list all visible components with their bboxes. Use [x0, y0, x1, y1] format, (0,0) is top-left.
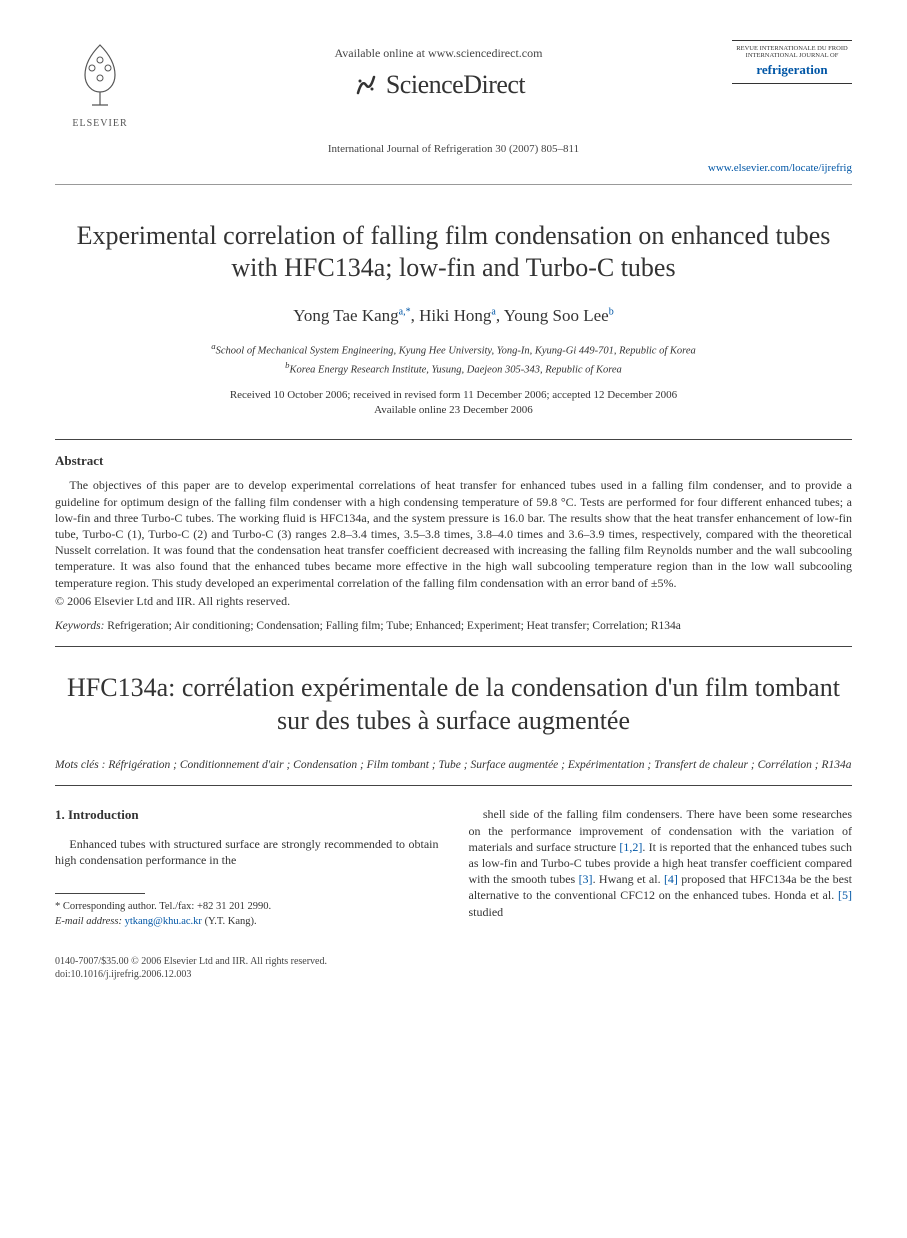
- center-header: Available online at www.sciencedirect.co…: [145, 40, 732, 102]
- author-3-sup: b: [609, 306, 614, 317]
- article-title: Experimental correlation of falling film…: [75, 220, 832, 285]
- intro-col2-p1: shell side of the falling film condenser…: [469, 806, 853, 919]
- dates-online: Available online 23 December 2006: [374, 404, 533, 416]
- elsevier-tree-icon: [70, 40, 130, 110]
- publisher-name: ELSEVIER: [55, 117, 145, 131]
- column-right: shell side of the falling film condenser…: [469, 806, 853, 980]
- footnote-email-link[interactable]: ytkang@khu.ac.kr: [125, 916, 202, 927]
- page-header: ELSEVIER Available online at www.science…: [55, 40, 852, 130]
- footer-line2: doi:10.1016/j.ijrefrig.2006.12.003: [55, 968, 439, 981]
- abstract-heading: Abstract: [55, 452, 852, 470]
- author-1-sup: a,*: [399, 306, 411, 317]
- platform-row: ScienceDirect: [145, 67, 732, 102]
- platform-name: ScienceDirect: [386, 67, 525, 102]
- keywords-divider: [55, 646, 852, 647]
- keywords-line: Keywords: Refrigeration; Air conditionin…: [55, 619, 852, 635]
- col2-mid2: . Hwang et al.: [593, 872, 664, 886]
- keywords-text: Refrigeration; Air conditioning; Condens…: [104, 620, 681, 632]
- sciencedirect-icon: [352, 71, 380, 99]
- footnote-email-person: (Y.T. Kang).: [202, 916, 257, 927]
- mots-cles-text: Réfrigération ; Conditionnement d'air ; …: [105, 759, 851, 771]
- article-dates: Received 10 October 2006; received in re…: [55, 388, 852, 419]
- footnote-email-label: E-mail address:: [55, 916, 122, 927]
- footer-line1: 0140-7007/$35.00 © 2006 Elsevier Ltd and…: [55, 955, 439, 968]
- mots-cles-label: Mots clés :: [55, 759, 105, 771]
- journal-subtitle-1: REVUE INTERNATIONALE DU FROID: [734, 45, 850, 52]
- affiliation-b: Korea Energy Research Institute, Yusung,…: [290, 364, 622, 375]
- abstract-copyright: © 2006 Elsevier Ltd and IIR. All rights …: [55, 593, 852, 609]
- affiliations: aSchool of Mechanical System Engineering…: [55, 340, 852, 378]
- footer-info: 0140-7007/$35.00 © 2006 Elsevier Ltd and…: [55, 955, 439, 981]
- author-3: Young Soo Lee: [504, 306, 609, 325]
- dates-received: Received 10 October 2006; received in re…: [230, 389, 677, 401]
- abstract-top-divider: [55, 439, 852, 440]
- header-divider: [55, 184, 852, 185]
- locate-link-row: www.elsevier.com/locate/ijrefrig: [55, 161, 852, 176]
- author-1: Yong Tae Kang: [293, 306, 398, 325]
- ref-link-5[interactable]: [5]: [838, 888, 852, 902]
- column-left: 1. Introduction Enhanced tubes with stru…: [55, 806, 439, 980]
- ref-link-4[interactable]: [4]: [664, 872, 678, 886]
- journal-title: refrigeration: [734, 61, 850, 79]
- abstract-text: The objectives of this paper are to deve…: [55, 477, 852, 590]
- publisher-logo: ELSEVIER: [55, 40, 145, 130]
- affiliation-a: School of Mechanical System Engineering,…: [216, 345, 696, 356]
- author-2-sup: a: [491, 306, 495, 317]
- authors-line: Yong Tae Kanga,*, Hiki Honga, Young Soo …: [55, 305, 852, 328]
- journal-reference: International Journal of Refrigeration 3…: [55, 142, 852, 157]
- available-online-text: Available online at www.sciencedirect.co…: [145, 45, 732, 61]
- footnote-corr: * Corresponding author. Tel./fax: +82 31…: [55, 900, 439, 915]
- body-two-column: 1. Introduction Enhanced tubes with stru…: [55, 806, 852, 980]
- col2-end: studied: [469, 905, 504, 919]
- french-divider: [55, 785, 852, 786]
- keywords-label: Keywords:: [55, 620, 104, 632]
- footnote-separator: [55, 893, 145, 894]
- mots-cles-line: Mots clés : Réfrigération ; Conditionnem…: [55, 757, 852, 773]
- ref-link-1-2[interactable]: [1,2]: [619, 840, 642, 854]
- locate-link[interactable]: www.elsevier.com/locate/ijrefrig: [708, 162, 852, 174]
- journal-subtitle-2: INTERNATIONAL JOURNAL OF: [734, 52, 850, 59]
- introduction-heading: 1. Introduction: [55, 806, 439, 824]
- corresponding-author-footnote: * Corresponding author. Tel./fax: +82 31…: [55, 900, 439, 929]
- intro-col1-p1: Enhanced tubes with structured surface a…: [55, 836, 439, 868]
- ref-link-3[interactable]: [3]: [579, 872, 593, 886]
- author-2: Hiki Hong: [419, 306, 491, 325]
- french-title: HFC134a: corrélation expérimentale de la…: [65, 672, 842, 737]
- journal-logo: REVUE INTERNATIONALE DU FROID INTERNATIO…: [732, 40, 852, 84]
